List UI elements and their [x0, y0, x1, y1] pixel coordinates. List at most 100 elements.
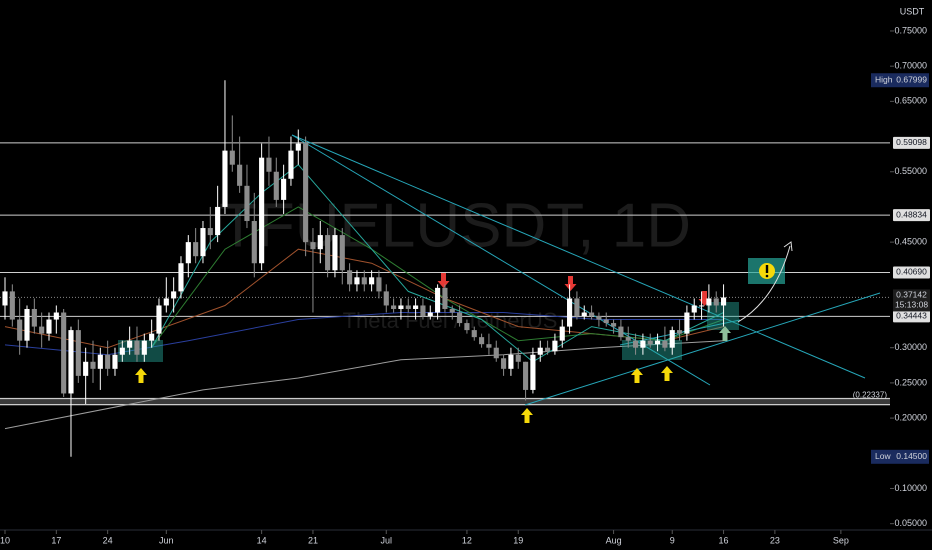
candle-body — [31, 308, 37, 327]
candle-body — [149, 333, 155, 341]
candle-body — [90, 361, 96, 369]
candle-body — [171, 291, 177, 299]
y-tick-label: 0.25000 — [894, 377, 927, 387]
low-text: Low — [875, 451, 891, 461]
candle-body — [611, 323, 617, 327]
candle-body — [691, 305, 697, 313]
candle-body — [317, 235, 323, 250]
up-arrow — [719, 326, 731, 341]
y-tick-label: 0.10000 — [894, 483, 927, 493]
candle-body — [376, 277, 382, 292]
low-tag — [871, 449, 929, 464]
projection-arrow-head — [783, 241, 793, 252]
candle-body — [589, 312, 595, 317]
candle-body — [391, 305, 397, 309]
candle-body — [523, 361, 529, 390]
candle-body — [633, 340, 639, 348]
x-tick-label: 10 — [0, 535, 10, 545]
candle-body — [662, 340, 668, 348]
candle-body — [207, 228, 213, 236]
candle-body — [449, 308, 455, 313]
level-tag — [893, 209, 930, 222]
up-arrow — [521, 408, 533, 423]
candle-body — [530, 354, 536, 390]
candle-body — [713, 298, 719, 306]
alert-icon-dot — [765, 274, 769, 278]
candle-body — [567, 298, 573, 327]
x-tick-label: 14 — [257, 535, 267, 545]
candle-body — [427, 312, 433, 317]
axis-layer: 0.75000 0.70000 0.65000 0.55000 0.45000 0.300… — [0, 25, 930, 545]
candle-body — [332, 235, 338, 271]
y-tick-label: 0.30000 — [894, 342, 927, 352]
candle-body — [603, 319, 609, 324]
candle-body — [471, 330, 477, 338]
candle-body — [640, 340, 646, 348]
support-label: (0.22337) — [853, 391, 888, 400]
x-tick-label: 24 — [103, 535, 113, 545]
candle-body — [68, 330, 74, 394]
candle-body — [581, 312, 587, 317]
low-label: 0.14500 — [896, 451, 927, 461]
y-tick-label: 0.70000 — [894, 61, 927, 71]
candle-body — [698, 305, 705, 307]
y-tick-label: 0.55000 — [894, 166, 927, 176]
candle-body — [369, 277, 375, 285]
candle-body — [625, 337, 631, 341]
candle-body — [493, 347, 499, 359]
candle-body — [193, 242, 199, 257]
candle-body — [435, 287, 441, 313]
candle-body — [24, 308, 30, 341]
up-arrow — [661, 366, 673, 381]
candle-body — [2, 291, 8, 306]
x-tick-label: Aug — [606, 535, 622, 545]
candle-body — [676, 330, 683, 334]
trend-line — [291, 134, 711, 386]
candle-body — [141, 340, 147, 355]
candle-body — [46, 319, 52, 334]
x-tick-label: Sep — [833, 535, 849, 545]
high-label: 0.67999 — [896, 74, 927, 84]
up-arrow — [631, 368, 643, 383]
candle-body — [515, 354, 521, 362]
candle-body — [537, 347, 543, 355]
candle-body — [53, 312, 59, 320]
candle-body — [361, 277, 367, 285]
level-tag-label: 0.48834 — [896, 209, 927, 219]
candle-body — [383, 291, 389, 306]
y-tick-label: 0.20000 — [894, 412, 927, 422]
candle-body — [479, 337, 485, 345]
candle-body — [325, 235, 331, 271]
candle-body — [442, 287, 448, 309]
trend-line — [524, 292, 881, 406]
last-price-tag — [893, 289, 930, 312]
candle-body — [669, 330, 675, 348]
level-tag — [893, 310, 930, 323]
candle-body — [244, 185, 250, 222]
x-tick-label: 17 — [51, 535, 61, 545]
up-arrows — [135, 366, 673, 423]
candle-body — [508, 354, 514, 369]
high-text: High — [875, 74, 893, 84]
trend-line — [291, 134, 866, 379]
watermark-group: TFUELUSDT, 1D Theta Fuel / TetherUS — [219, 191, 691, 332]
candle-body — [420, 305, 426, 317]
candle-body — [655, 340, 661, 345]
x-tick-label: Jun — [159, 535, 174, 545]
candle-body — [83, 361, 89, 376]
currency-label: USDT — [900, 6, 925, 16]
candle-body — [347, 270, 353, 285]
candle-body — [119, 347, 125, 355]
candle-body — [398, 305, 404, 309]
candle-body — [574, 298, 580, 317]
y-tick-label: 0.45000 — [894, 236, 927, 246]
moving-average — [4, 340, 724, 430]
support-band — [0, 397, 890, 406]
candle-body — [281, 178, 287, 200]
candle-body — [97, 354, 103, 369]
candle-body — [464, 323, 470, 331]
x-tick-label: 9 — [670, 535, 675, 545]
projection-arrow — [737, 245, 791, 323]
